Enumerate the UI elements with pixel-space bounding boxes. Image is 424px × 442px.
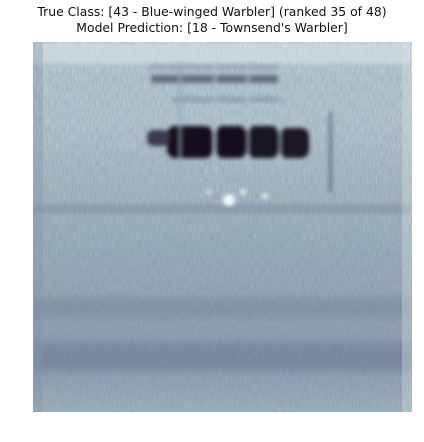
syllable-2 bbox=[215, 126, 247, 158]
syllable-3 bbox=[247, 126, 279, 158]
true-class-title: True Class: [43 - Blue-winged Warbler] (… bbox=[37, 4, 387, 19]
top-noise-band bbox=[33, 42, 412, 64]
syllable-pre bbox=[147, 130, 169, 146]
syllable-1 bbox=[167, 126, 213, 158]
syllable-4 bbox=[279, 128, 309, 158]
mid-noise-band bbox=[33, 204, 412, 214]
bright-spots bbox=[206, 189, 268, 206]
left-edge-shade bbox=[33, 42, 43, 412]
right-edge-shade bbox=[402, 42, 412, 412]
low-noise-band-2 bbox=[33, 342, 412, 372]
spectrogram-plot bbox=[33, 42, 412, 412]
model-prediction-title: Model Prediction: [18 - Townsend's Warbl… bbox=[76, 20, 348, 35]
low-noise-band-1 bbox=[33, 297, 412, 319]
syllable-vertical-streaks bbox=[178, 62, 332, 192]
figure-title: True Class: [43 - Blue-winged Warbler] (… bbox=[0, 4, 424, 36]
bird-song-syllables bbox=[147, 126, 309, 158]
spectrogram-image bbox=[33, 42, 412, 412]
